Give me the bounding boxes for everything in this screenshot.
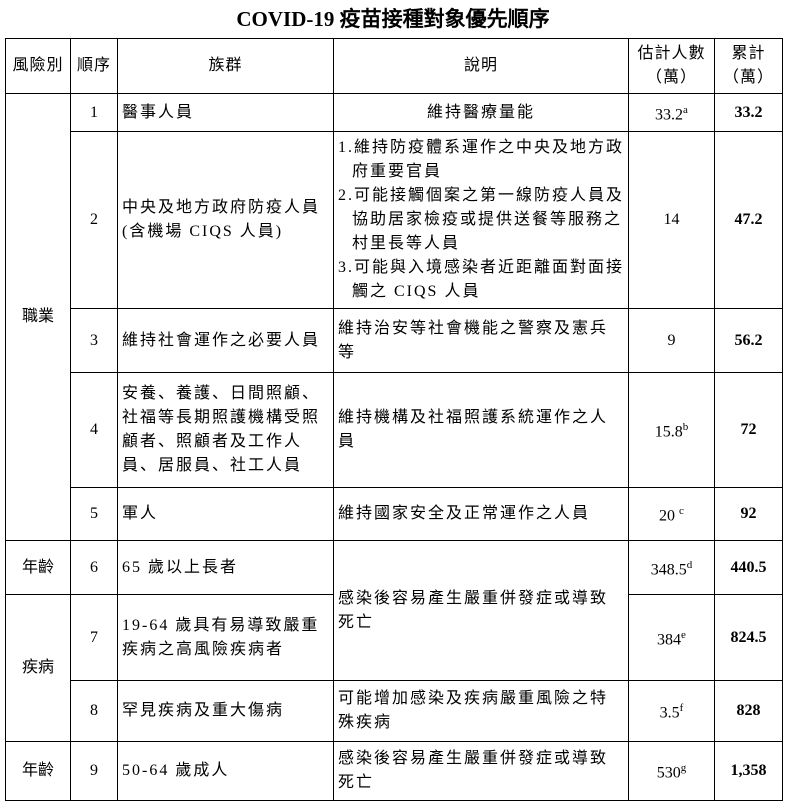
description: 1.維持防疫體系運作之中央及地方政府重要官員 2.可能接觸個案之第一線防疫人員及…	[333, 131, 629, 309]
estimate: 3.5f	[628, 680, 715, 742]
estimate-value: 20	[659, 507, 676, 525]
group: 罕見疾病及重大傷病	[117, 680, 334, 742]
group: 維持社會運作之必要人員	[117, 308, 334, 373]
footnote-mark: d	[686, 558, 693, 571]
cumulative: 828	[714, 680, 783, 742]
estimate: 20 c	[628, 487, 715, 541]
footnote-mark: g	[680, 762, 687, 775]
description-item: 3.可能與入境感染者近距離面對面接觸之 CIQS 人員	[338, 259, 625, 300]
table-row: 3 維持社會運作之必要人員 維持治安等社會機能之警察及憲兵等 9 56.2	[6, 308, 783, 373]
cumulative: 47.2	[714, 131, 783, 309]
footnote-mark: e	[681, 628, 686, 641]
header-risk: 風險別	[5, 38, 71, 94]
estimate: 15.8b	[628, 372, 715, 488]
description: 維持機構及社福照護系統運作之人員	[333, 372, 629, 488]
header-cumulative: 累計（萬）	[714, 38, 783, 94]
description-item: 2.可能接觸個案之第一線防疫人員及協助居家檢疫或提供送餐等服務之村里長等人員	[338, 187, 625, 252]
estimate: 9	[628, 308, 715, 373]
estimate: 348.5d	[628, 540, 715, 595]
estimate-value: 348.5	[650, 561, 687, 579]
cumulative: 824.5	[714, 594, 783, 681]
estimate-value: 15.8	[654, 423, 683, 441]
cumulative: 1,358	[714, 741, 783, 801]
table-row: 5 軍人 維持國家安全及正常運作之人員 20 c 92	[6, 487, 783, 541]
table-row: 年齡 6 65 歲以上長者 感染後容易產生嚴重併發症或導致死亡 348.5d 4…	[5, 540, 783, 681]
header-row: 風險別 順序 族群 說明 估計人數（萬） 累計（萬）	[5, 38, 783, 94]
estimate-value: 384	[657, 631, 682, 649]
header-estimate: 估計人數（萬）	[628, 38, 715, 94]
order: 1	[70, 93, 118, 132]
estimate: 14	[628, 131, 715, 309]
order: 9	[70, 741, 118, 801]
order: 5	[70, 487, 118, 541]
order: 7	[70, 594, 118, 681]
risk-age: 年齡	[5, 741, 71, 801]
description-list: 1.維持防疫體系運作之中央及地方政府重要官員 2.可能接觸個案之第一線防疫人員及…	[338, 136, 624, 304]
estimate-value: 530	[656, 764, 681, 782]
group: 軍人	[117, 487, 334, 541]
cumulative: 440.5	[714, 540, 783, 595]
description: 感染後容易產生嚴重併發症或導致死亡	[333, 540, 629, 681]
cumulative: 33.2	[714, 93, 783, 132]
description: 可能增加感染及疾病嚴重風險之特殊疾病	[333, 680, 629, 742]
description: 維持治安等社會機能之警察及憲兵等	[333, 308, 629, 373]
risk-age: 年齡	[5, 540, 71, 595]
table-row: 職業 1 醫事人員 維持醫療量能 33.2a 33.2	[5, 93, 783, 541]
cumulative: 92	[714, 487, 783, 541]
group: 65 歲以上長者	[117, 540, 334, 595]
group: 中央及地方政府防疫人員(含機場 CIQS 人員)	[117, 131, 334, 309]
group: 安養、養護、日間照顧、社福等長期照護機構受照顧者、照顧者及工作人員、居服員、社工…	[117, 372, 334, 488]
page-title: COVID-19 疫苗接種對象優先順序	[236, 7, 550, 31]
estimate: 530g	[628, 741, 715, 801]
estimate: 33.2a	[628, 93, 715, 132]
order: 3	[70, 308, 118, 373]
footnote-mark: a	[683, 103, 688, 116]
description: 維持醫療量能	[333, 93, 629, 132]
footnote-mark: b	[682, 421, 689, 434]
order: 4	[70, 372, 118, 488]
table-row: 疾病 7 19-64 歲具有易導致嚴重疾病之高風險疾病者 384e 824.5	[5, 594, 783, 742]
header-description: 說明	[333, 38, 629, 94]
header-group: 族群	[117, 38, 334, 94]
description-item: 1.維持防疫體系運作之中央及地方政府重要官員	[338, 139, 625, 180]
estimate-value: 3.5	[659, 704, 680, 722]
cumulative: 56.2	[714, 308, 783, 373]
footnote-mark: f	[679, 702, 684, 715]
order: 2	[70, 131, 118, 309]
footnote-mark: c	[679, 505, 684, 518]
risk-occupation: 職業	[5, 93, 71, 541]
estimate-value: 33.2	[655, 106, 684, 124]
header-order: 順序	[70, 38, 118, 94]
cumulative: 72	[714, 372, 783, 488]
table-row: 8 罕見疾病及重大傷病 可能增加感染及疾病嚴重風險之特殊疾病 3.5f 828	[6, 680, 783, 742]
group: 醫事人員	[117, 93, 334, 132]
order: 6	[70, 540, 118, 595]
description: 維持國家安全及正常運作之人員	[333, 487, 629, 541]
table-row: 2 中央及地方政府防疫人員(含機場 CIQS 人員) 1.維持防疫體系運作之中央…	[6, 131, 783, 309]
priority-table: 風險別 順序 族群 說明 估計人數（萬） 累計（萬） 職業 1 醫事人員 維持醫…	[5, 38, 783, 801]
group: 50-64 歲成人	[117, 741, 334, 801]
description: 感染後容易產生嚴重併發症或導致死亡	[333, 741, 629, 801]
table-row: 年齡 9 50-64 歲成人 感染後容易產生嚴重併發症或導致死亡 530g 1,…	[5, 741, 783, 801]
order: 8	[70, 680, 118, 742]
group: 19-64 歲具有易導致嚴重疾病之高風險疾病者	[117, 594, 334, 681]
risk-disease: 疾病	[5, 594, 71, 742]
table-row: 4 安養、養護、日間照顧、社福等長期照護機構受照顧者、照顧者及工作人員、居服員、…	[6, 372, 783, 488]
estimate: 384e	[628, 594, 715, 681]
